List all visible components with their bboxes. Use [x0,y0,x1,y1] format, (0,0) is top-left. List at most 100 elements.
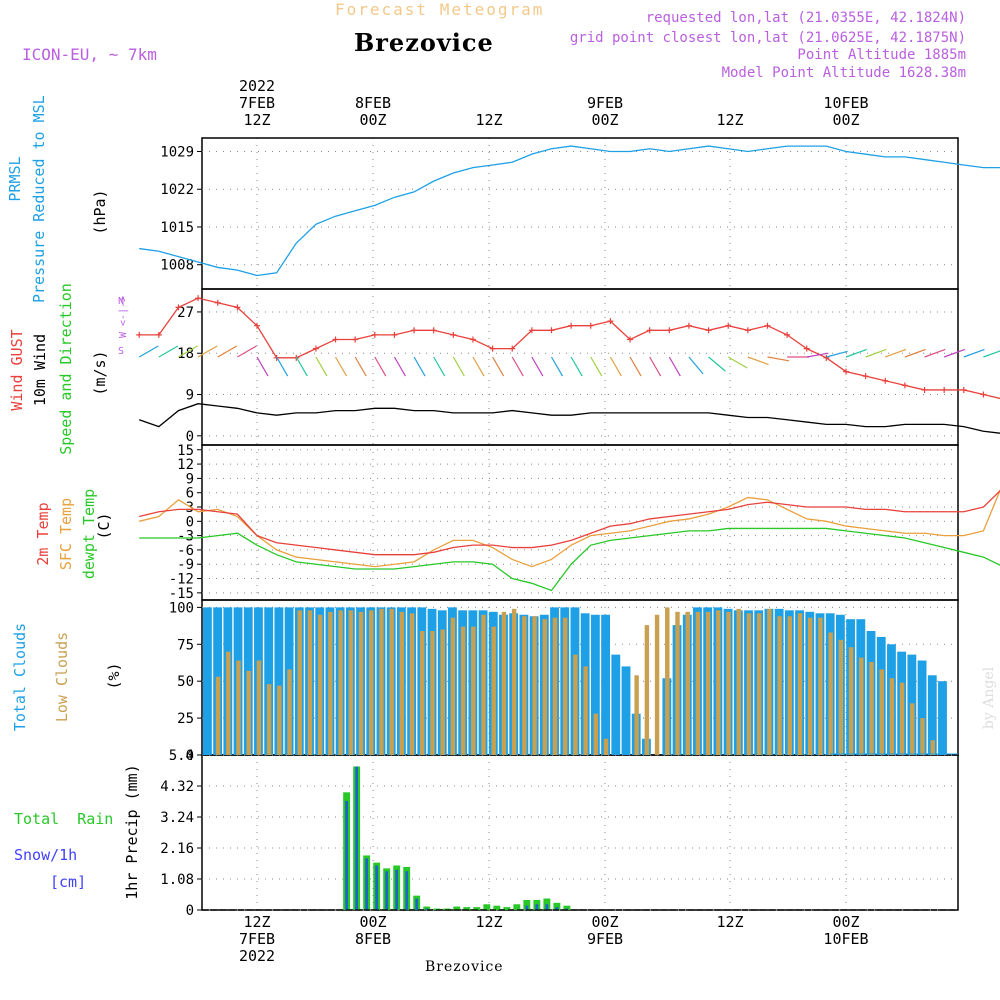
low-cloud-bar [675,611,680,755]
wind-direction-arrow [767,356,790,362]
wind-direction-arrow [138,345,159,358]
y-tick-label: 6 [186,486,194,502]
wind-direction-arrow [393,356,406,377]
y-tick-label: 3 [186,500,194,516]
rain-bar [523,899,531,910]
svg-text:S: S [118,346,124,357]
wind-gust-marker [843,368,849,375]
low-cloud-bar [705,611,711,755]
wind-gust-marker [312,345,319,352]
t2m-line [139,489,1000,556]
wind-direction-arrow [315,356,328,377]
wind-direction-arrow [943,348,966,358]
y-tick-label: 0 [186,429,194,445]
wind-direction-arrow [904,348,926,358]
wind-gust-marker [548,327,555,334]
wind-direction-arrow [806,352,829,358]
low-cloud-bar [603,738,609,755]
low-cloud-bar [552,617,558,755]
total-cloud-bar [927,675,937,755]
wind-gust-marker [705,327,712,334]
snow-bar [425,908,429,910]
wind-direction-arrow [590,356,603,377]
top-time-label: 2022 [238,77,276,95]
y-tick-label: 1008 [160,258,194,274]
low-cloud-bar [277,685,282,755]
wind-gust-marker [509,345,516,352]
wind-gust-marker [823,354,830,361]
rain-bar [473,907,481,910]
y-tick-label: 0 [186,903,194,919]
total-cloud-bar [590,614,600,755]
low-cloud-bar [899,682,905,755]
top-time-label: 9FEB [586,94,624,112]
low-cloud-bar [236,660,241,755]
wind-direction-arrow [924,348,946,358]
low-cloud-bar [328,611,333,755]
bottom-time-label: 00Z [591,913,619,931]
bottom-time-label: 7FEB [238,930,276,948]
snow-bar [415,898,419,910]
wind-direction-arrow [885,348,907,358]
sfc-temp-line [139,488,1000,568]
wind-gust-marker [862,373,869,380]
top-time-label: 7FEB [238,94,276,112]
rain-bar [493,905,501,910]
wind-gust-marker [430,327,437,334]
low-cloud-bar [930,740,935,755]
wind-direction-arrow [668,356,681,377]
svg-text:N: N [118,296,124,307]
total-cloud-bar [621,666,631,755]
wind-gust-marker [234,304,241,311]
wind-direction-arrow [865,348,887,358]
y-tick-label: 1022 [160,182,194,198]
y-tick-label: 0 [186,514,194,530]
low-cloud-bar [787,616,792,755]
low-cloud-bar [338,610,343,755]
compass-rose-icon: W <-|-> E N S [118,290,129,357]
low-cloud-bar [256,660,262,755]
low-cloud-bar [848,647,854,755]
y-tick-label: 18 [177,346,194,362]
low-cloud-bar [583,666,588,755]
wind-gust-marker [489,345,496,352]
y-tick-label: 5.4 [169,748,194,764]
snow-bar [535,904,539,910]
low-cloud-bar [450,617,456,755]
wind-direction-arrow [531,356,544,377]
total-rain-label: Total Rain [14,810,114,828]
wind-direction-arrow [550,356,564,377]
low-cloud-bar [348,610,353,755]
wind-direction-arrow [276,356,289,377]
low-cloud-bar [471,626,476,755]
total-cloud-bar [938,681,947,755]
wind-direction-arrow [826,350,848,358]
wind-gust-marker [195,295,202,302]
low-cloud-bar [317,614,323,755]
requested-coords: requested lon,lat (21.0355E, 42.1824N) [645,10,966,26]
snow-bar [385,871,389,910]
y-tick-label: -3 [177,529,194,545]
low-cloud-bar [420,631,425,755]
pressure-line [139,145,1000,277]
wind-gust-marker [371,331,378,338]
bottom-time-label: 00Z [832,913,860,931]
model-label: ICON-EU, ~ 7km [22,45,157,64]
wind-gust-marker [411,327,418,334]
top-time-label: 10FEB [823,94,869,112]
low-cloud-bar [266,684,272,755]
top-time-label: 12Z [475,111,503,129]
low-cloud-bar [695,611,701,755]
grid-point-coords: grid point closest lon,lat (21.0625E, 42… [569,30,966,46]
snow-bar [355,766,359,910]
low-cloud-bar [246,670,251,755]
wind-direction-arrow [727,356,748,369]
bottom-time-label: 10FEB [823,930,869,948]
wind-gust-marker [352,336,359,343]
wind-direction-arrow [511,356,524,377]
low-cloud-bar [562,617,568,755]
wind-direction-arrow [983,350,1000,358]
low-cloud-bar [736,608,741,755]
